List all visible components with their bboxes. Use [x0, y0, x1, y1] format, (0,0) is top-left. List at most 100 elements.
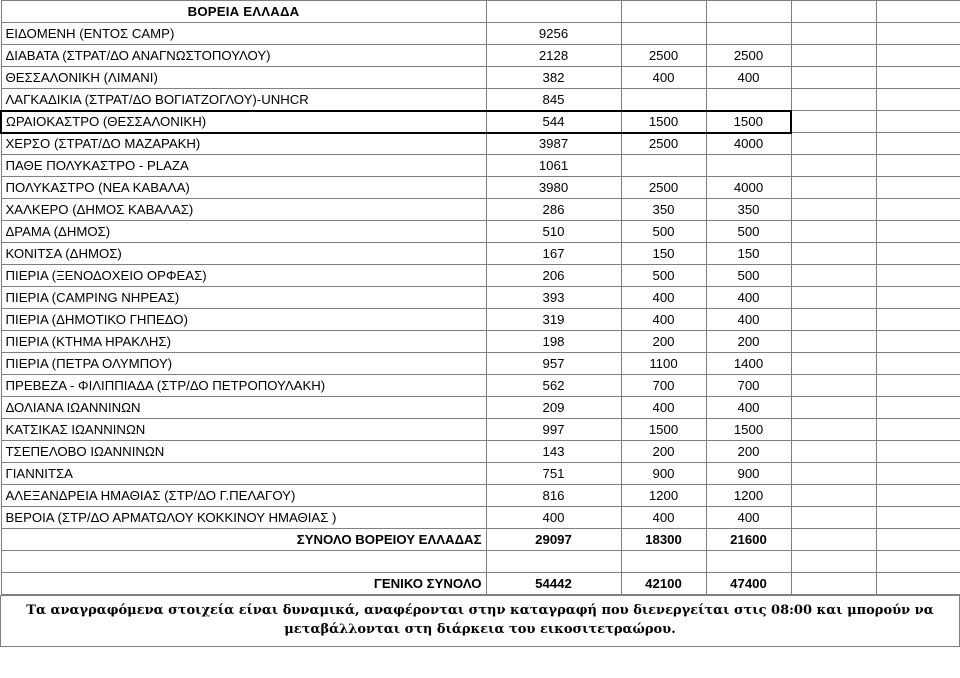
- row-blank-cell-1[interactable]: [790, 440, 877, 463]
- header-blank-cell-1[interactable]: [485, 0, 622, 23]
- row-value-cell-2[interactable]: 1500: [620, 109, 707, 134]
- row-value-cell-3[interactable]: 900: [705, 462, 792, 485]
- row-value-cell-1[interactable]: 9256: [485, 22, 622, 45]
- row-value-cell-1[interactable]: 957: [485, 352, 622, 375]
- row-value-cell-3[interactable]: 400: [705, 506, 792, 529]
- row-value-cell-3[interactable]: 500: [705, 264, 792, 287]
- row-name-cell[interactable]: ΚΑΤΣΙΚΑΣ ΙΩΑΝΝΙΝΩΝ: [0, 418, 487, 441]
- subtotal-row-label[interactable]: ΣΥΝΟΛΟ ΒΟΡΕΙΟΥ ΕΛΛΑΔΑΣ: [0, 528, 487, 551]
- row-value-cell-1[interactable]: 167: [485, 242, 622, 265]
- row-value-cell-3[interactable]: 200: [705, 330, 792, 353]
- row-blank-cell-2[interactable]: [875, 396, 960, 419]
- row-value-cell-2[interactable]: 200: [620, 440, 707, 463]
- row-value-cell-1[interactable]: 393: [485, 286, 622, 309]
- row-blank-cell-1[interactable]: [790, 154, 877, 177]
- header-blank-cell-2[interactable]: [620, 0, 707, 23]
- row-value-cell-1[interactable]: 562: [485, 374, 622, 397]
- row-blank-cell-1[interactable]: [790, 484, 877, 507]
- row-value-cell-1[interactable]: 751: [485, 462, 622, 485]
- row-blank-cell-1[interactable]: [790, 242, 877, 265]
- row-name-cell[interactable]: ΕΙΔΟΜΕΝΗ (ΕΝΤΟΣ CAMP): [0, 22, 487, 45]
- row-name-cell[interactable]: ΔΡΑΜΑ (ΔΗΜΟΣ): [0, 220, 487, 243]
- row-value-cell-3[interactable]: 350: [705, 198, 792, 221]
- row-value-cell-2[interactable]: [620, 22, 707, 45]
- row-value-cell-1[interactable]: 544: [485, 109, 622, 134]
- row-blank-cell-1[interactable]: [790, 308, 877, 331]
- row-blank-cell-2[interactable]: [875, 462, 960, 485]
- row-value-cell-1[interactable]: 3987: [485, 132, 622, 155]
- row-name-cell[interactable]: ΠΙΕΡΙΑ (ΔΗΜΟΤΙΚΟ ΓΗΠΕΔΟ): [0, 308, 487, 331]
- row-blank-cell-1[interactable]: [790, 330, 877, 353]
- row-blank-cell-2[interactable]: [875, 110, 960, 133]
- row-value-cell-2[interactable]: [620, 88, 707, 111]
- row-name-cell[interactable]: ΠΑΘΕ ΠΟΛΥΚΑΣΤΡΟ - PLAZA: [0, 154, 487, 177]
- subtotal-row-value-2[interactable]: 18300: [620, 528, 707, 551]
- row-value-cell-1[interactable]: 2128: [485, 44, 622, 67]
- row-blank-cell-1[interactable]: [790, 506, 877, 529]
- row-value-cell-2[interactable]: 2500: [620, 44, 707, 67]
- row-value-cell-2[interactable]: 400: [620, 308, 707, 331]
- row-value-cell-2[interactable]: 150: [620, 242, 707, 265]
- spacer-row-label[interactable]: [0, 550, 487, 573]
- row-blank-cell-1[interactable]: [790, 264, 877, 287]
- row-name-cell[interactable]: ΩΡΑΙΟΚΑΣΤΡΟ (ΘΕΣΣΑΛΟΝΙΚΗ): [0, 109, 487, 134]
- row-name-cell[interactable]: ΒΕΡΟΙΑ (ΣΤΡ/ΔΟ ΑΡΜΑΤΩΛΟΥ ΚΟΚΚΙΝΟΥ ΗΜΑΘΙΑ…: [0, 506, 487, 529]
- row-value-cell-2[interactable]: 1100: [620, 352, 707, 375]
- row-value-cell-2[interactable]: 400: [620, 66, 707, 89]
- subtotal-row-blank-1[interactable]: [790, 528, 877, 551]
- row-blank-cell-2[interactable]: [875, 22, 960, 45]
- row-name-cell[interactable]: ΑΛΕΞΑΝΔΡΕΙΑ ΗΜΑΘΙΑΣ (ΣΤΡ/ΔΟ Γ.ΠΕΛΑΓΟΥ): [0, 484, 487, 507]
- row-name-cell[interactable]: ΓΙΑΝΝΙΤΣΑ: [0, 462, 487, 485]
- row-name-cell[interactable]: ΔΙΑΒΑΤΑ (ΣΤΡΑΤ/ΔΟ ΑΝΑΓΝΩΣΤΟΠΟΥΛΟΥ): [0, 44, 487, 67]
- row-value-cell-2[interactable]: 400: [620, 286, 707, 309]
- row-name-cell[interactable]: ΘΕΣΣΑΛΟΝΙΚΗ (ΛΙΜΑΝΙ): [0, 66, 487, 89]
- row-value-cell-3[interactable]: 500: [705, 220, 792, 243]
- row-blank-cell-2[interactable]: [875, 176, 960, 199]
- row-blank-cell-2[interactable]: [875, 374, 960, 397]
- row-value-cell-1[interactable]: 997: [485, 418, 622, 441]
- row-blank-cell-1[interactable]: [790, 198, 877, 221]
- grand-total-row-value-2[interactable]: 42100: [620, 572, 707, 595]
- row-name-cell[interactable]: ΔΟΛΙΑΝΑ ΙΩΑΝΝΙΝΩΝ: [0, 396, 487, 419]
- row-value-cell-2[interactable]: 500: [620, 264, 707, 287]
- header-blank-cell-3[interactable]: [705, 0, 792, 23]
- row-value-cell-1[interactable]: 198: [485, 330, 622, 353]
- row-blank-cell-1[interactable]: [790, 132, 877, 155]
- region-title-cell[interactable]: ΒΟΡΕΙΑ ΕΛΛΑΔΑ: [0, 0, 487, 23]
- spacer-row-value-2[interactable]: [620, 550, 707, 573]
- row-blank-cell-2[interactable]: [875, 198, 960, 221]
- row-name-cell[interactable]: ΠΙΕΡΙΑ (ΠΕΤΡΑ ΟΛΥΜΠΟΥ): [0, 352, 487, 375]
- row-value-cell-2[interactable]: 1200: [620, 484, 707, 507]
- spacer-row-value-1[interactable]: [485, 550, 622, 573]
- subtotal-row-value-1[interactable]: 29097: [485, 528, 622, 551]
- row-name-cell[interactable]: ΠΙΕΡΙΑ (CAMPING ΝΗΡΕΑΣ): [0, 286, 487, 309]
- row-value-cell-2[interactable]: 400: [620, 396, 707, 419]
- row-name-cell[interactable]: ΧΕΡΣΟ (ΣΤΡΑΤ/ΔΟ ΜΑΖΑΡΑΚΗ): [0, 132, 487, 155]
- row-value-cell-2[interactable]: 2500: [620, 132, 707, 155]
- grand-total-row-label[interactable]: ΓΕΝΙΚΟ ΣΥΝΟΛΟ: [0, 572, 487, 595]
- row-blank-cell-2[interactable]: [875, 242, 960, 265]
- row-blank-cell-2[interactable]: [875, 440, 960, 463]
- row-blank-cell-1[interactable]: [790, 396, 877, 419]
- row-blank-cell-2[interactable]: [875, 220, 960, 243]
- row-blank-cell-1[interactable]: [790, 66, 877, 89]
- row-value-cell-1[interactable]: 816: [485, 484, 622, 507]
- subtotal-row-blank-2[interactable]: [875, 528, 960, 551]
- row-value-cell-1[interactable]: 382: [485, 66, 622, 89]
- row-name-cell[interactable]: ΚΟΝΙΤΣΑ (ΔΗΜΟΣ): [0, 242, 487, 265]
- header-blank-cell-4[interactable]: [790, 0, 877, 23]
- row-value-cell-2[interactable]: 700: [620, 374, 707, 397]
- grand-total-row-value-1[interactable]: 54442: [485, 572, 622, 595]
- row-blank-cell-2[interactable]: [875, 418, 960, 441]
- row-value-cell-3[interactable]: 200: [705, 440, 792, 463]
- row-blank-cell-2[interactable]: [875, 484, 960, 507]
- row-blank-cell-1[interactable]: [790, 352, 877, 375]
- row-value-cell-2[interactable]: 350: [620, 198, 707, 221]
- row-value-cell-1[interactable]: 319: [485, 308, 622, 331]
- row-value-cell-3[interactable]: 4000: [705, 176, 792, 199]
- row-blank-cell-2[interactable]: [875, 506, 960, 529]
- row-value-cell-3[interactable]: 1500: [705, 109, 792, 134]
- row-value-cell-2[interactable]: [620, 154, 707, 177]
- row-blank-cell-2[interactable]: [875, 66, 960, 89]
- row-name-cell[interactable]: ΛΑΓΚΑΔΙΚΙΑ (ΣΤΡΑΤ/ΔΟ ΒΟΓΙΑΤΖΟΓΛΟΥ)-UNHCR: [0, 88, 487, 111]
